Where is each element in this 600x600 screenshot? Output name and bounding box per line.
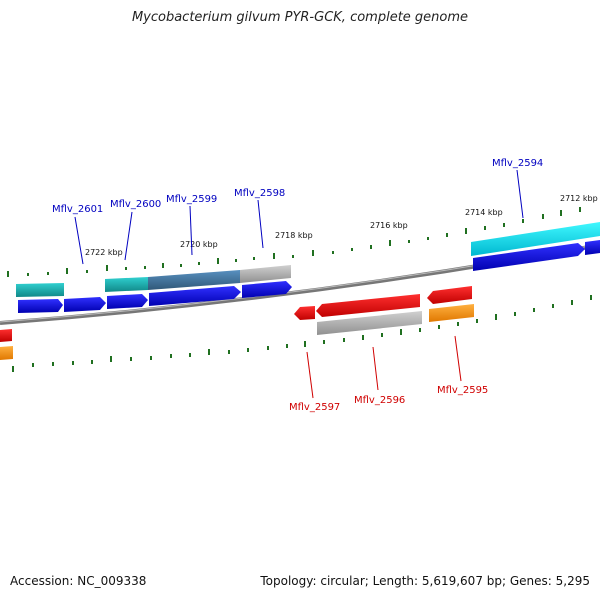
- tick-label: 2716 kbp: [370, 221, 408, 230]
- forward-leader-lines: [74, 169, 524, 265]
- tick-label: 2722 kbp: [85, 248, 123, 257]
- gene-bar[interactable]: [16, 283, 64, 297]
- cds-arrow[interactable]: [107, 294, 148, 309]
- genome-summary-text: Topology: circular; Length: 5,619,607 bp…: [260, 574, 590, 588]
- gene-bar[interactable]: [105, 277, 148, 292]
- cds-arrow[interactable]: [64, 297, 106, 312]
- reverse-gene-track: [0, 304, 474, 360]
- cds-arrow[interactable]: [242, 281, 292, 298]
- tick-label: 2718 kbp: [275, 231, 313, 240]
- gene-label-mflv-2597[interactable]: Mflv_2597: [289, 402, 340, 413]
- gene-bar[interactable]: [0, 346, 13, 360]
- tick-label: 2714 kbp: [465, 208, 503, 217]
- upper-tick-track: [7, 207, 581, 277]
- accession-text: Accession: NC_009338: [10, 574, 147, 588]
- tick-label: 2712 kbp: [560, 194, 598, 203]
- cds-arrow[interactable]: [18, 299, 63, 313]
- cds-arrow[interactable]: [294, 306, 315, 320]
- lower-tick-track: [12, 295, 592, 372]
- gene-label-mflv-2594[interactable]: Mflv_2594: [492, 158, 543, 169]
- gene-bar[interactable]: [148, 270, 240, 290]
- gene-label-mflv-2596[interactable]: Mflv_2596: [354, 395, 405, 406]
- gene-label-mflv-2598[interactable]: Mflv_2598: [234, 188, 285, 199]
- cds-arrow[interactable]: [149, 286, 241, 306]
- gene-label-mflv-2595[interactable]: Mflv_2595: [437, 385, 488, 396]
- gene-label-mflv-2600[interactable]: Mflv_2600: [110, 199, 161, 210]
- gene-bar[interactable]: [317, 311, 422, 335]
- cds-arrow[interactable]: [0, 329, 12, 342]
- cds-arrow[interactable]: [427, 286, 472, 304]
- gene-bar[interactable]: [429, 304, 474, 322]
- forward-gene-track: [16, 222, 600, 297]
- gene-bar[interactable]: [240, 265, 291, 283]
- cds-arrow[interactable]: [316, 294, 420, 317]
- reverse-cds-track: [0, 286, 472, 342]
- forward-cds-track: [18, 240, 600, 313]
- gene-bar[interactable]: [471, 222, 600, 256]
- reverse-leader-lines: [306, 335, 462, 399]
- tick-label: 2720 kbp: [180, 240, 218, 249]
- cds-arrow[interactable]: [585, 240, 600, 255]
- map-title: Mycobacterium gilvum PYR-GCK, complete g…: [131, 10, 469, 25]
- gene-label-mflv-2601[interactable]: Mflv_2601: [52, 204, 103, 215]
- gene-label-mflv-2599[interactable]: Mflv_2599: [166, 194, 217, 205]
- cds-arrow[interactable]: [473, 243, 585, 271]
